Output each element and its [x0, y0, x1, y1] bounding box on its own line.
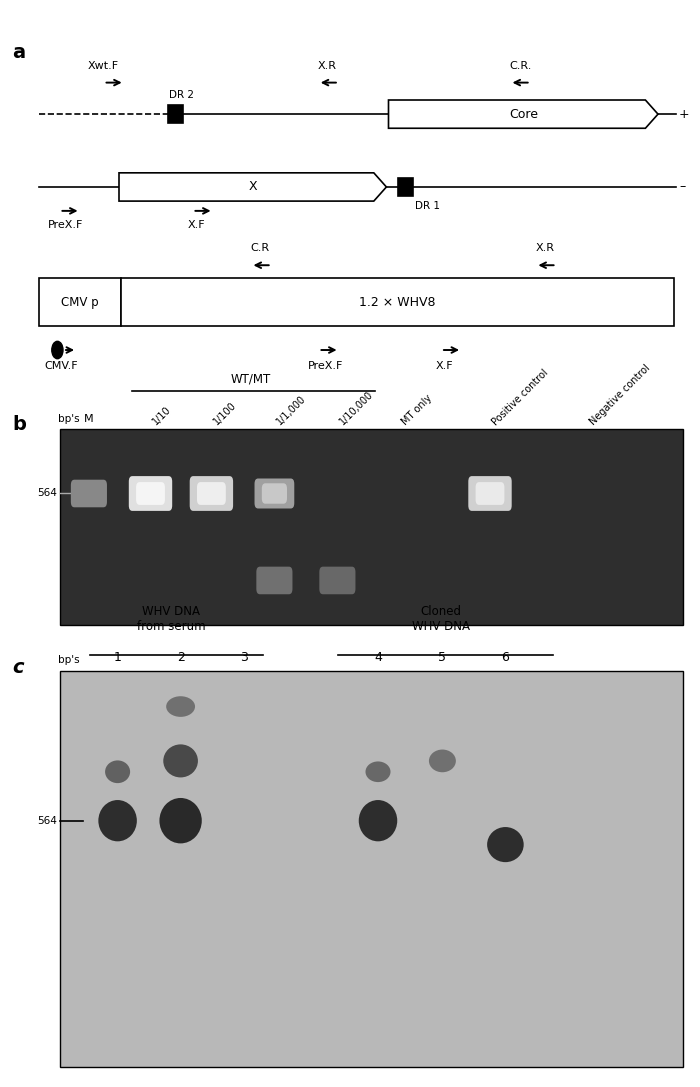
Text: X.F: X.F: [436, 361, 454, 371]
FancyBboxPatch shape: [475, 482, 505, 504]
Text: bp's: bp's: [58, 414, 80, 424]
Text: Negative control: Negative control: [588, 363, 652, 427]
Text: a: a: [13, 43, 26, 62]
Text: 1: 1: [113, 651, 122, 664]
Ellipse shape: [358, 800, 398, 841]
Bar: [398, 178, 413, 196]
Text: 3: 3: [239, 651, 248, 664]
FancyBboxPatch shape: [71, 479, 107, 508]
Text: 1/1,000: 1/1,000: [274, 393, 307, 427]
Text: Positive control: Positive control: [490, 367, 550, 427]
Text: C.R.: C.R.: [510, 61, 532, 71]
Text: –: –: [679, 180, 685, 193]
Text: Core: Core: [509, 108, 538, 121]
FancyBboxPatch shape: [256, 566, 293, 595]
Text: PreX.F: PreX.F: [308, 361, 344, 371]
Text: M: M: [84, 414, 94, 424]
FancyBboxPatch shape: [129, 476, 172, 511]
Text: 564: 564: [37, 488, 57, 499]
FancyBboxPatch shape: [319, 566, 356, 595]
Text: 1/100: 1/100: [211, 400, 238, 427]
Text: WHV DNA
from serum: WHV DNA from serum: [137, 604, 206, 633]
Text: X.R: X.R: [318, 61, 337, 71]
Bar: [60, 429, 682, 625]
Text: bp's: bp's: [58, 655, 80, 665]
Text: Xwt.F: Xwt.F: [88, 61, 118, 71]
Bar: [60, 671, 682, 1067]
FancyBboxPatch shape: [468, 476, 512, 511]
Bar: [121, 278, 674, 326]
Ellipse shape: [98, 800, 137, 841]
Text: WT/MT: WT/MT: [230, 373, 271, 386]
Bar: [38, 278, 121, 326]
Text: C.R: C.R: [251, 243, 270, 253]
FancyBboxPatch shape: [255, 478, 294, 509]
Polygon shape: [119, 173, 386, 201]
Text: 1/10,000: 1/10,000: [337, 389, 375, 427]
Text: 1/10: 1/10: [150, 404, 173, 427]
Text: 4: 4: [374, 651, 382, 664]
FancyBboxPatch shape: [197, 482, 226, 504]
FancyBboxPatch shape: [262, 484, 287, 503]
Ellipse shape: [365, 761, 391, 783]
Text: DR 1: DR 1: [415, 201, 440, 211]
Text: MT only: MT only: [400, 393, 435, 427]
Text: X.R: X.R: [536, 243, 554, 253]
Circle shape: [52, 341, 63, 359]
Ellipse shape: [166, 697, 195, 717]
Text: 5: 5: [438, 651, 447, 664]
Text: 6: 6: [501, 651, 510, 664]
Bar: [168, 105, 183, 123]
Polygon shape: [389, 100, 658, 128]
Text: X.F: X.F: [188, 220, 205, 229]
Text: 564: 564: [37, 815, 57, 826]
Text: 1.2 × WHV8: 1.2 × WHV8: [359, 296, 436, 309]
Text: c: c: [13, 658, 24, 676]
FancyBboxPatch shape: [136, 482, 165, 504]
Text: b: b: [13, 415, 27, 434]
Text: X: X: [248, 180, 257, 193]
Text: +: +: [679, 108, 690, 121]
Text: DR 2: DR 2: [169, 90, 195, 100]
Text: PreX.F: PreX.F: [48, 220, 83, 229]
Ellipse shape: [160, 798, 202, 844]
Text: CMV p: CMV p: [61, 296, 99, 309]
FancyBboxPatch shape: [190, 476, 233, 511]
Ellipse shape: [105, 761, 130, 783]
Text: CMV.F: CMV.F: [44, 361, 78, 371]
Ellipse shape: [429, 750, 456, 772]
Ellipse shape: [487, 827, 524, 862]
Ellipse shape: [163, 745, 198, 777]
Text: Cloned
WHV DNA: Cloned WHV DNA: [412, 604, 470, 633]
Text: 2: 2: [176, 651, 185, 664]
